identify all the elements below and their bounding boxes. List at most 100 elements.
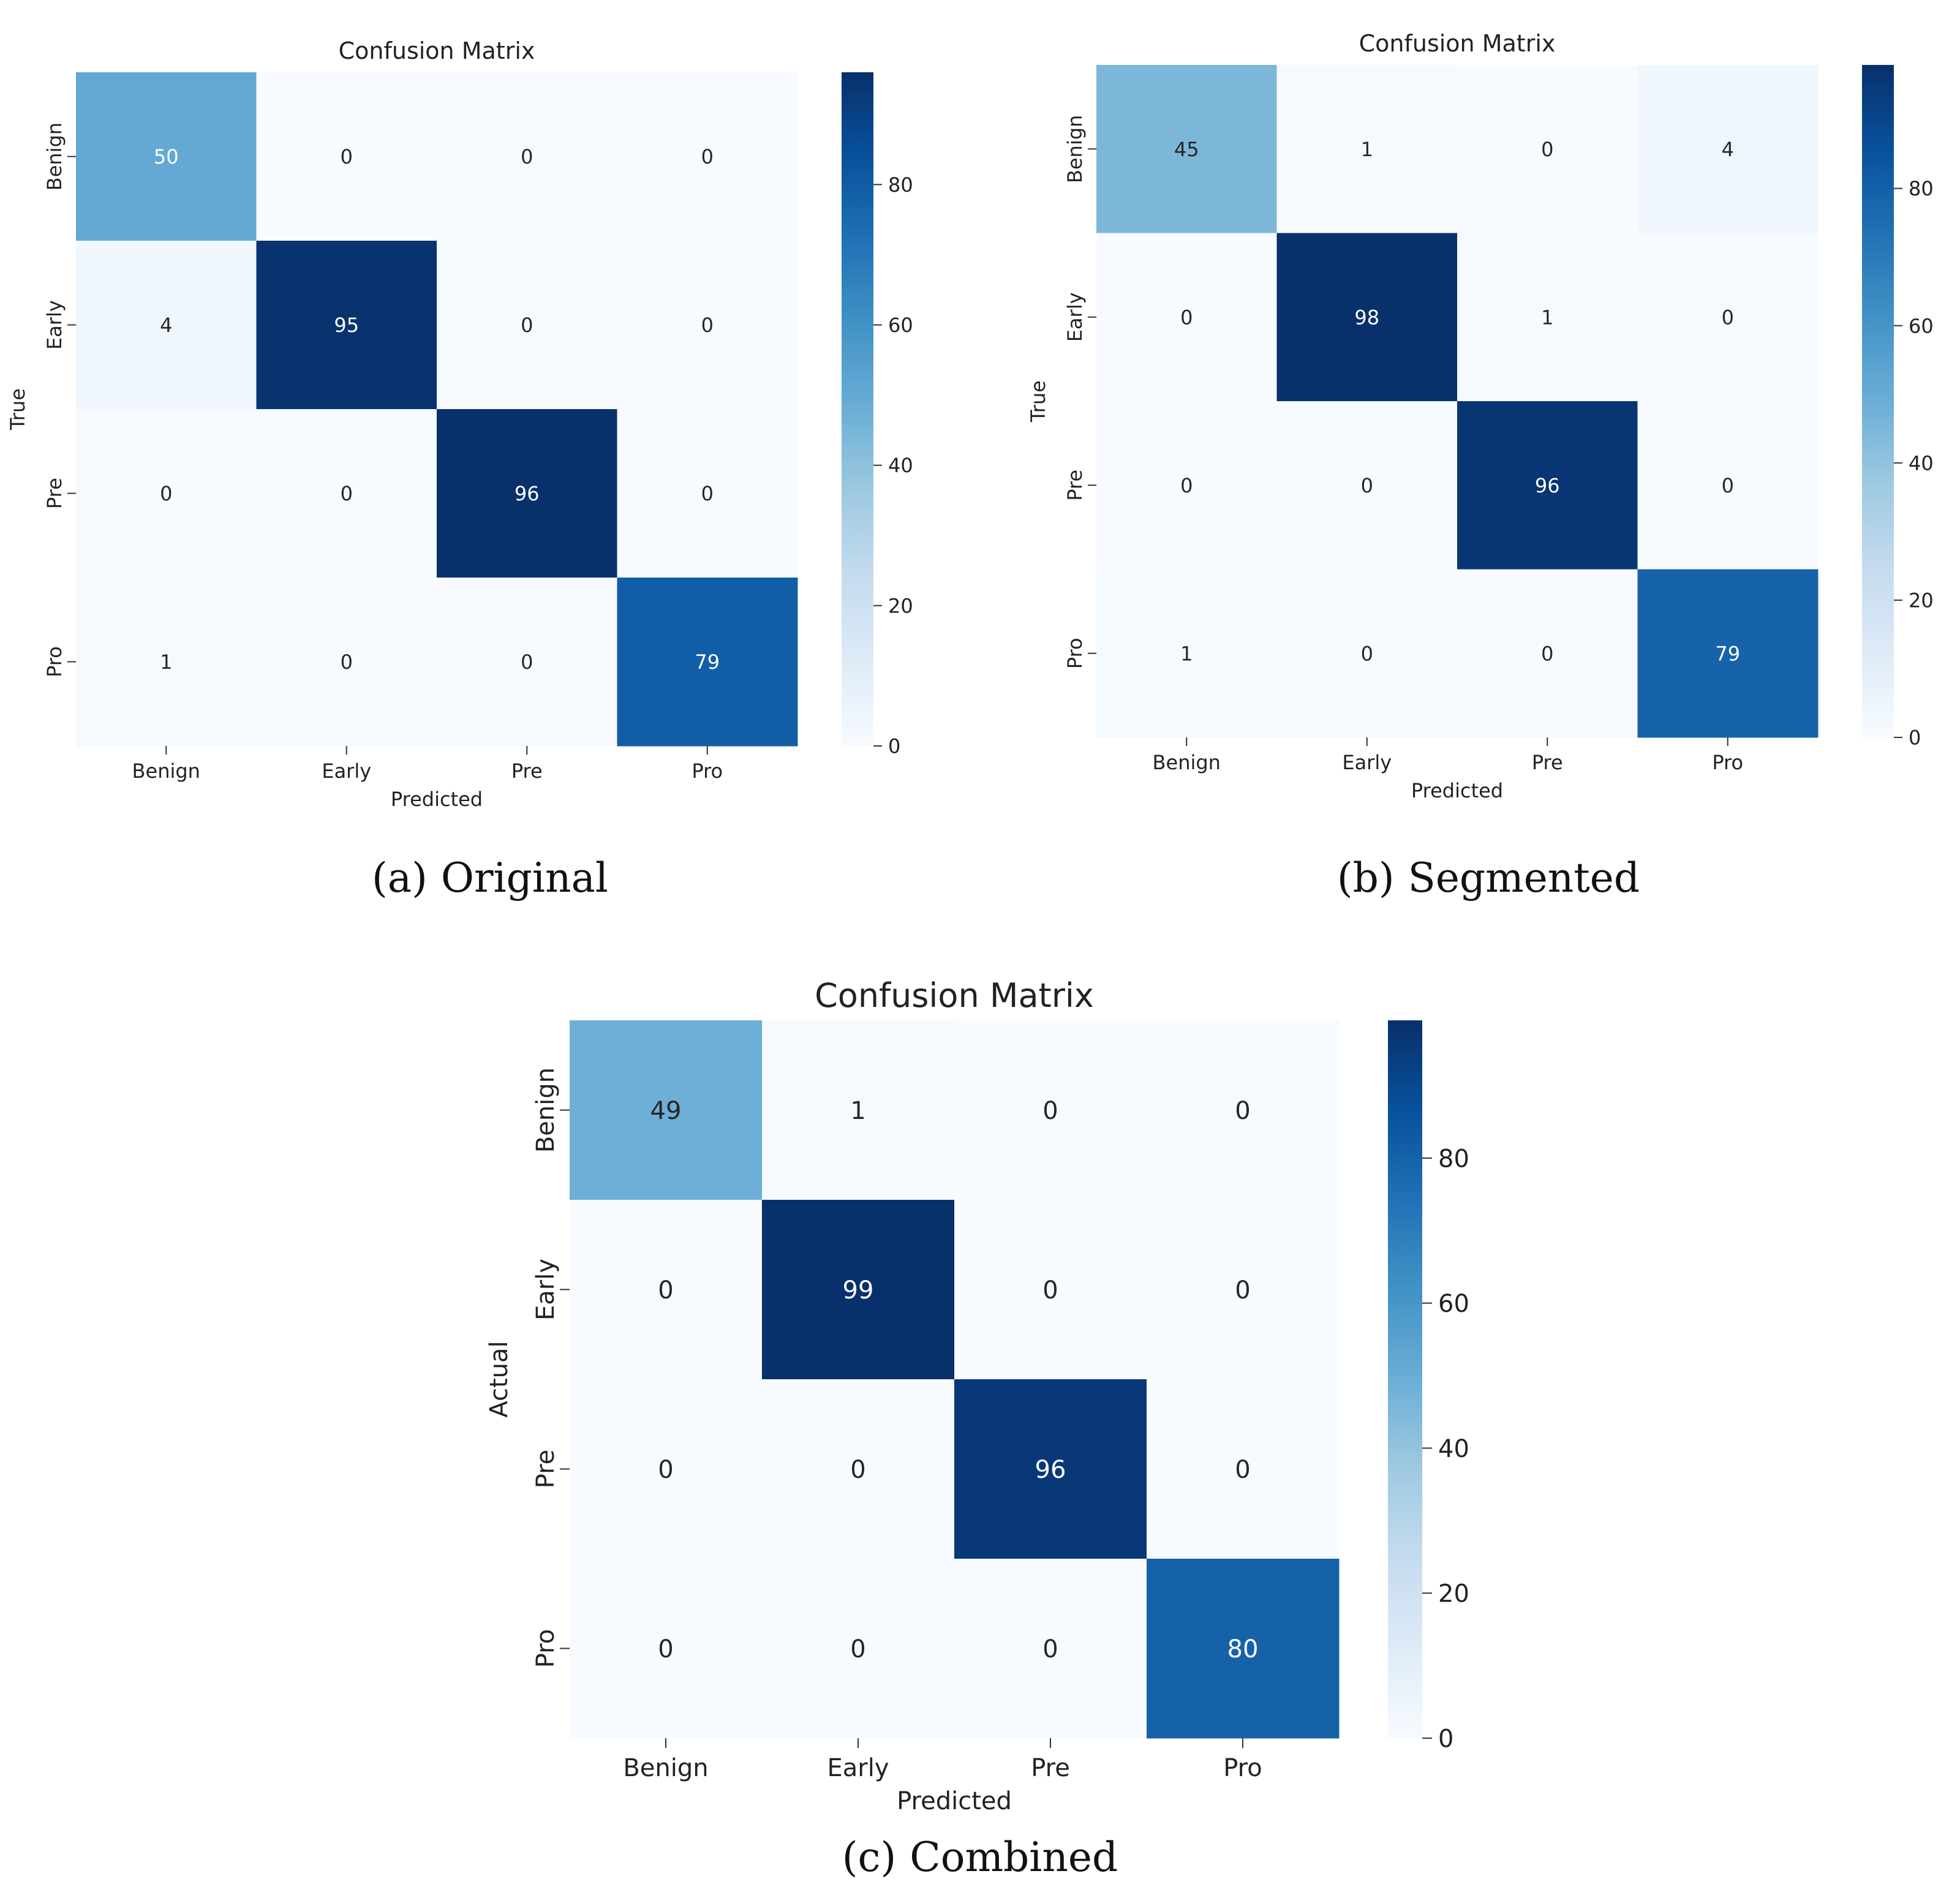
cell-value-label: 96	[1535, 474, 1560, 497]
colorbar-tick-label: 80	[888, 173, 913, 197]
heatmap-cell	[1096, 65, 1277, 233]
colorbar	[1862, 65, 1894, 737]
cell-value-label: 0	[1541, 642, 1553, 665]
y-tick-label: Pre	[43, 478, 66, 509]
cell-value-label: 0	[850, 1635, 865, 1663]
cell-value-label: 99	[843, 1276, 874, 1305]
heatmap-cell	[1147, 1559, 1340, 1739]
heatmap-cell	[762, 1020, 955, 1200]
x-tick-label: Pro	[692, 759, 723, 783]
y-tick-label: Pre	[532, 1450, 560, 1489]
y-tick-label: Early	[532, 1259, 560, 1320]
cell-value-label: 50	[154, 145, 179, 168]
colorbar	[1388, 1020, 1422, 1738]
colorbar-tick-label: 0	[1909, 726, 1921, 750]
heatmap-cell	[617, 241, 798, 410]
caption-original-text: Original	[440, 854, 608, 902]
heatmap-cell	[617, 72, 798, 241]
y-axis-label: True	[6, 388, 29, 431]
heatmap-panel-1: Confusion Matrix 50 0 0 0 4 95 0 0 0 0 96 0 1 0 0 79 Beni…	[6, 37, 913, 811]
heatmap-cell	[256, 409, 437, 578]
heatmap-cell	[437, 241, 617, 410]
x-tick-label: Early	[322, 759, 371, 783]
heatmap-cell	[1147, 1379, 1340, 1559]
cell-value-label: 0	[521, 314, 533, 337]
colorbar-tick-label: 60	[1909, 314, 1934, 337]
heatmap-cell	[1637, 65, 1819, 233]
cell-value-label: 0	[1180, 306, 1193, 329]
colorbar-tick-label: 20	[1438, 1580, 1469, 1608]
y-axis-label: True	[1027, 380, 1050, 423]
cell-value-label: 0	[1042, 1635, 1058, 1663]
heatmap-cell	[1147, 1020, 1340, 1200]
cell-value-label: 0	[521, 145, 533, 168]
chart-title: Confusion Matrix	[1359, 30, 1556, 57]
cell-value-label: 0	[1541, 138, 1553, 161]
heatmap-cell	[954, 1020, 1147, 1200]
heatmap-cell	[1276, 233, 1458, 402]
y-tick-label: Early	[1063, 292, 1087, 342]
y-tick-label: Pro	[1063, 638, 1087, 669]
cell-value-label: 0	[1042, 1276, 1058, 1305]
cell-value-label: 49	[650, 1097, 682, 1125]
cell-value-label: 1	[1541, 306, 1553, 329]
cell-value-label: 1	[850, 1097, 865, 1125]
cell-value-label: 0	[1235, 1097, 1250, 1125]
caption-segmented-text: Segmented	[1408, 854, 1640, 902]
x-axis-label: Predicted	[1411, 779, 1503, 802]
cell-value-label: 79	[1715, 642, 1740, 665]
heatmap-cell	[76, 241, 257, 410]
colorbar-tick-label: 20	[888, 594, 913, 617]
heatmap-cell	[954, 1200, 1147, 1380]
heatmap-cell	[437, 72, 617, 241]
y-tick-label: Early	[43, 300, 66, 350]
caption-original-label: (a)	[372, 854, 428, 902]
colorbar-tick-label: 0	[888, 735, 900, 758]
cell-value-label: 0	[658, 1276, 673, 1305]
heatmap-cell	[437, 578, 617, 747]
caption-segmented-label: (b)	[1336, 854, 1395, 902]
cell-value-label: 0	[701, 145, 714, 168]
heatmap-cell	[76, 578, 257, 747]
x-tick-label: Benign	[623, 1754, 708, 1782]
heatmap-cell	[256, 241, 437, 410]
cell-value-label: 0	[1235, 1456, 1250, 1484]
heatmap-cell	[256, 578, 437, 747]
cell-value-label: 0	[701, 482, 714, 505]
x-tick-label: Early	[1342, 751, 1392, 774]
cell-value-label: 0	[160, 482, 172, 505]
heatmap-cell	[1096, 401, 1277, 570]
x-axis-label: Predicted	[897, 1787, 1012, 1815]
heatmap-panel-3: Confusion Matrix 49 1 0 0 0 99 0 0 0 0 96 0 0 0 0 80 Beni…	[485, 976, 1469, 1815]
x-tick-label: Benign	[1153, 751, 1221, 774]
heatmap-cell	[76, 72, 257, 241]
cell-value-label: 0	[1361, 642, 1373, 665]
chart-title: Confusion Matrix	[815, 976, 1094, 1015]
cell-value-label: 0	[1180, 474, 1193, 497]
cell-value-label: 1	[160, 650, 172, 674]
caption-combined: (c) Combined	[784, 1834, 1176, 1881]
heatmap-cell	[1147, 1200, 1340, 1380]
heatmap-cell	[1276, 65, 1458, 233]
heatmap-cell	[617, 578, 798, 747]
heatmap-cell	[954, 1559, 1147, 1739]
heatmap-cell	[570, 1200, 763, 1380]
heatmap-cell	[762, 1200, 955, 1380]
cell-value-label: 1	[1361, 138, 1373, 161]
y-axis-label: Actual	[485, 1341, 513, 1417]
x-tick-label: Pro	[1223, 1754, 1262, 1782]
heatmap-cell	[617, 409, 798, 578]
cell-value-label: 96	[514, 482, 540, 505]
heatmap-cell	[1096, 233, 1277, 402]
y-tick-label: Benign	[532, 1068, 560, 1153]
cell-value-label: 98	[1354, 306, 1379, 329]
colorbar-tick-label: 60	[888, 314, 913, 337]
heatmap-cell	[1637, 233, 1819, 402]
y-tick-label: Benign	[43, 122, 66, 190]
colorbar-tick-label: 60	[1438, 1290, 1469, 1318]
colorbar-tick-label: 40	[1909, 451, 1934, 475]
heatmap-cell	[1276, 401, 1458, 570]
heatmap-cell	[1276, 569, 1458, 738]
heatmap-cell	[570, 1559, 763, 1739]
